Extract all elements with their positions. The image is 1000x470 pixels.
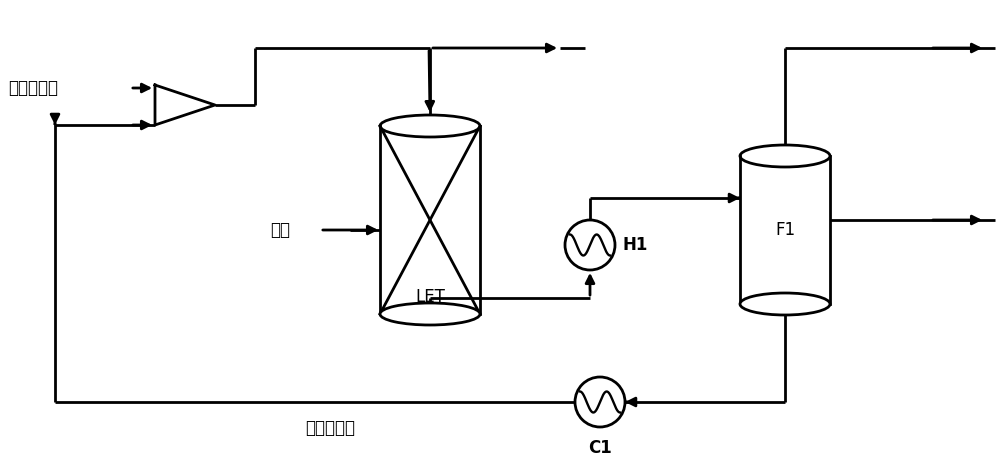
Text: H1: H1 xyxy=(622,236,647,254)
Text: 进料: 进料 xyxy=(270,221,290,239)
Text: LET: LET xyxy=(415,288,445,306)
Text: C1: C1 xyxy=(588,439,612,457)
Text: 循环萌取剂: 循环萌取剂 xyxy=(305,419,355,437)
Text: F1: F1 xyxy=(775,221,795,239)
Ellipse shape xyxy=(380,303,480,325)
Text: 萌取剂补加: 萌取剂补加 xyxy=(8,79,58,97)
Ellipse shape xyxy=(740,293,830,315)
